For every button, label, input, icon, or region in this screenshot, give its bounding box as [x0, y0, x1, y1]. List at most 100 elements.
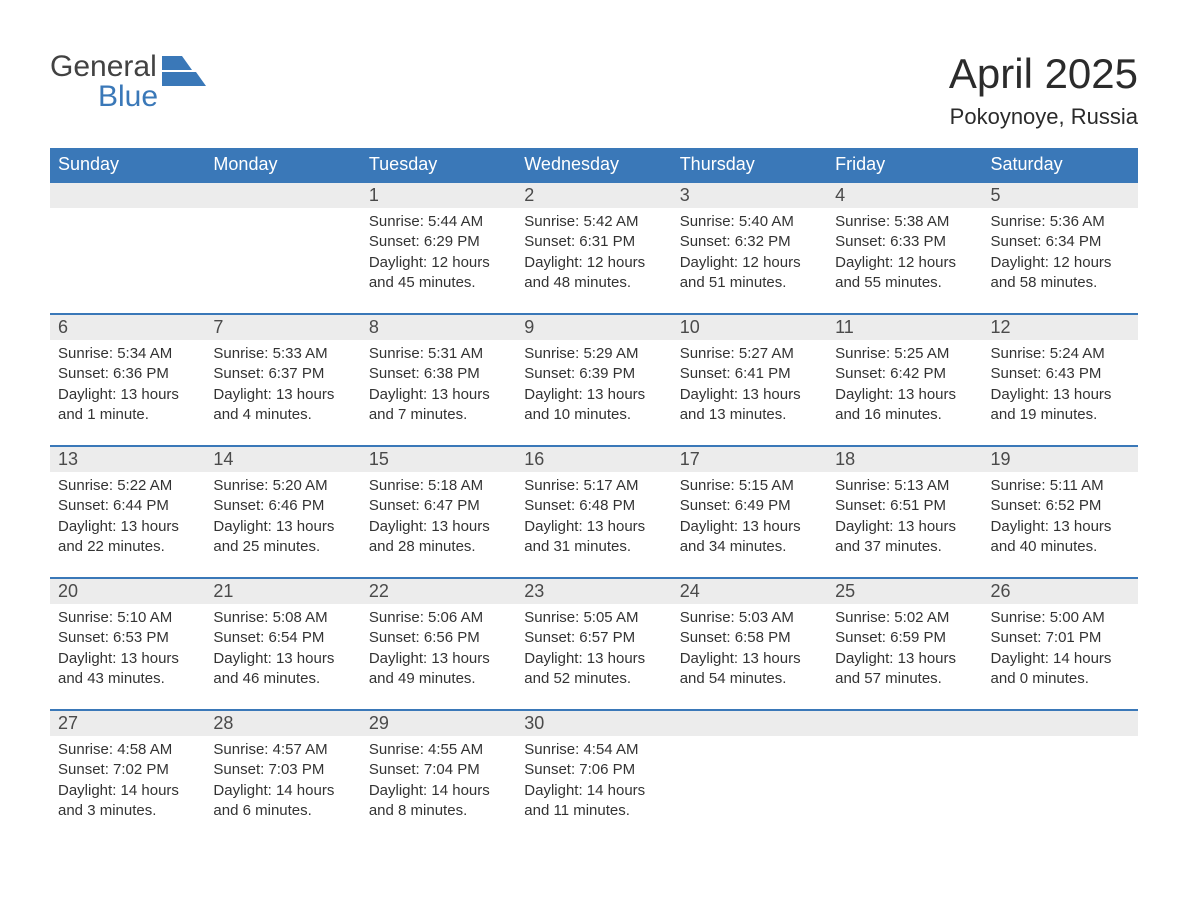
day-number: 26 — [983, 579, 1138, 604]
daynum-bar-empty — [672, 711, 827, 736]
calendar-cell: 20Sunrise: 5:10 AMSunset: 6:53 PMDayligh… — [50, 578, 205, 710]
page-header: General Blue April 2025 Pokoynoye, Russi… — [50, 50, 1138, 130]
weekday-friday: Friday — [827, 148, 982, 182]
sunrise-text: Sunrise: 5:27 AM — [680, 344, 819, 364]
sunset-text: Sunset: 6:46 PM — [213, 496, 352, 516]
daylight-text: Daylight: 13 hours and 46 minutes. — [213, 649, 352, 690]
calendar-cell: 24Sunrise: 5:03 AMSunset: 6:58 PMDayligh… — [672, 578, 827, 710]
sunset-text: Sunset: 6:38 PM — [369, 364, 508, 384]
day-body: Sunrise: 5:18 AMSunset: 6:47 PMDaylight:… — [361, 472, 516, 563]
day-number: 5 — [983, 183, 1138, 208]
calendar-cell — [50, 182, 205, 314]
calendar-cell: 27 Sunrise: 4:58 AMSunset: 7:02 PMDayligh… — [50, 710, 205, 842]
daylight-text: Daylight: 13 hours and 40 minutes. — [991, 517, 1130, 558]
daylight-text: Daylight: 13 hours and 1 minute. — [58, 385, 197, 426]
day-number: 28 — [205, 711, 360, 736]
day-number: 1 — [361, 183, 516, 208]
calendar-cell — [983, 710, 1138, 842]
day-body: Sunrise: 4:55 AMSunset: 7:04 PMDaylight:… — [361, 736, 516, 827]
sunset-text: Sunset: 7:06 PM — [524, 760, 663, 780]
daylight-text: Daylight: 13 hours and 10 minutes. — [524, 385, 663, 426]
sunset-text: Sunset: 6:56 PM — [369, 628, 508, 648]
sunrise-text: Sunrise: 4:58 AM — [58, 740, 197, 760]
calendar-cell: 15Sunrise: 5:18 AMSunset: 6:47 PMDayligh… — [361, 446, 516, 578]
calendar-cell: 5Sunrise: 5:36 AMSunset: 6:34 PMDaylight… — [983, 182, 1138, 314]
calendar-cell: 2Sunrise: 5:42 AMSunset: 6:31 PMDaylight… — [516, 182, 671, 314]
daylight-text: Daylight: 13 hours and 4 minutes. — [213, 385, 352, 426]
day-number: 27 — [50, 711, 205, 736]
calendar-cell: 12Sunrise: 5:24 AMSunset: 6:43 PMDayligh… — [983, 314, 1138, 446]
sunrise-text: Sunrise: 5:22 AM — [58, 476, 197, 496]
day-number: 14 — [205, 447, 360, 472]
sunrise-text: Sunrise: 5:03 AM — [680, 608, 819, 628]
calendar-week: 6Sunrise: 5:34 AMSunset: 6:36 PMDaylight… — [50, 314, 1138, 446]
day-body: Sunrise: 5:31 AMSunset: 6:38 PMDaylight:… — [361, 340, 516, 431]
day-number: 7 — [205, 315, 360, 340]
daylight-text: Daylight: 13 hours and 37 minutes. — [835, 517, 974, 558]
sunset-text: Sunset: 7:02 PM — [58, 760, 197, 780]
sunset-text: Sunset: 6:51 PM — [835, 496, 974, 516]
calendar-cell: 14Sunrise: 5:20 AMSunset: 6:46 PMDayligh… — [205, 446, 360, 578]
day-body: Sunrise: 5:20 AMSunset: 6:46 PMDaylight:… — [205, 472, 360, 563]
daylight-text: Daylight: 12 hours and 45 minutes. — [369, 253, 508, 294]
weekday-thursday: Thursday — [672, 148, 827, 182]
daylight-text: Daylight: 13 hours and 19 minutes. — [991, 385, 1130, 426]
daylight-text: Daylight: 12 hours and 51 minutes. — [680, 253, 819, 294]
day-body: Sunrise: 5:13 AMSunset: 6:51 PMDaylight:… — [827, 472, 982, 563]
day-body: Sunrise: 5:06 AMSunset: 6:56 PMDaylight:… — [361, 604, 516, 695]
sunrise-text: Sunrise: 5:38 AM — [835, 212, 974, 232]
sunrise-text: Sunrise: 5:33 AM — [213, 344, 352, 364]
day-body: Sunrise: 5:33 AMSunset: 6:37 PMDaylight:… — [205, 340, 360, 431]
calendar-cell: 22Sunrise: 5:06 AMSunset: 6:56 PMDayligh… — [361, 578, 516, 710]
calendar-table: SundayMondayTuesdayWednesdayThursdayFrid… — [50, 148, 1138, 842]
sunset-text: Sunset: 6:32 PM — [680, 232, 819, 252]
day-body: Sunrise: 5:17 AMSunset: 6:48 PMDaylight:… — [516, 472, 671, 563]
calendar-cell — [827, 710, 982, 842]
day-body: Sunrise: 5:05 AMSunset: 6:57 PMDaylight:… — [516, 604, 671, 695]
day-number: 19 — [983, 447, 1138, 472]
daylight-text: Daylight: 13 hours and 13 minutes. — [680, 385, 819, 426]
day-number: 18 — [827, 447, 982, 472]
sunrise-text: Sunrise: 4:54 AM — [524, 740, 663, 760]
sunset-text: Sunset: 7:03 PM — [213, 760, 352, 780]
day-number: 22 — [361, 579, 516, 604]
day-number: 10 — [672, 315, 827, 340]
daylight-text: Daylight: 14 hours and 3 minutes. — [58, 781, 197, 822]
calendar-cell: 10Sunrise: 5:27 AMSunset: 6:41 PMDayligh… — [672, 314, 827, 446]
calendar-cell: 16Sunrise: 5:17 AMSunset: 6:48 PMDayligh… — [516, 446, 671, 578]
sunset-text: Sunset: 6:59 PM — [835, 628, 974, 648]
sunset-text: Sunset: 6:57 PM — [524, 628, 663, 648]
day-number: 6 — [50, 315, 205, 340]
day-body: Sunrise: 5:08 AMSunset: 6:54 PMDaylight:… — [205, 604, 360, 695]
calendar-cell: 4Sunrise: 5:38 AMSunset: 6:33 PMDaylight… — [827, 182, 982, 314]
day-body: Sunrise: 5:29 AMSunset: 6:39 PMDaylight:… — [516, 340, 671, 431]
day-number: 3 — [672, 183, 827, 208]
sunset-text: Sunset: 6:42 PM — [835, 364, 974, 384]
calendar-cell: 8Sunrise: 5:31 AMSunset: 6:38 PMDaylight… — [361, 314, 516, 446]
calendar-week: 20Sunrise: 5:10 AMSunset: 6:53 PMDayligh… — [50, 578, 1138, 710]
daylight-text: Daylight: 13 hours and 7 minutes. — [369, 385, 508, 426]
calendar-cell: 25Sunrise: 5:02 AMSunset: 6:59 PMDayligh… — [827, 578, 982, 710]
day-number: 20 — [50, 579, 205, 604]
sunrise-text: Sunrise: 5:10 AM — [58, 608, 197, 628]
sunrise-text: Sunrise: 5:36 AM — [991, 212, 1130, 232]
day-number: 15 — [361, 447, 516, 472]
day-body: Sunrise: 5:24 AMSunset: 6:43 PMDaylight:… — [983, 340, 1138, 431]
day-body: Sunrise: 4:54 AMSunset: 7:06 PMDaylight:… — [516, 736, 671, 827]
sunrise-text: Sunrise: 5:44 AM — [369, 212, 508, 232]
calendar-cell: 9Sunrise: 5:29 AMSunset: 6:39 PMDaylight… — [516, 314, 671, 446]
calendar-cell: 26Sunrise: 5:00 AMSunset: 7:01 PMDayligh… — [983, 578, 1138, 710]
sunset-text: Sunset: 6:49 PM — [680, 496, 819, 516]
sunset-text: Sunset: 6:54 PM — [213, 628, 352, 648]
day-number: 4 — [827, 183, 982, 208]
daylight-text: Daylight: 13 hours and 34 minutes. — [680, 517, 819, 558]
sunset-text: Sunset: 7:04 PM — [369, 760, 508, 780]
sunset-text: Sunset: 6:43 PM — [991, 364, 1130, 384]
day-number: 25 — [827, 579, 982, 604]
sunset-text: Sunset: 6:34 PM — [991, 232, 1130, 252]
sunrise-text: Sunrise: 5:13 AM — [835, 476, 974, 496]
day-body: Sunrise: 5:00 AMSunset: 7:01 PMDaylight:… — [983, 604, 1138, 695]
day-body: Sunrise: 5:15 AMSunset: 6:49 PMDaylight:… — [672, 472, 827, 563]
daylight-text: Daylight: 13 hours and 25 minutes. — [213, 517, 352, 558]
day-number: 21 — [205, 579, 360, 604]
